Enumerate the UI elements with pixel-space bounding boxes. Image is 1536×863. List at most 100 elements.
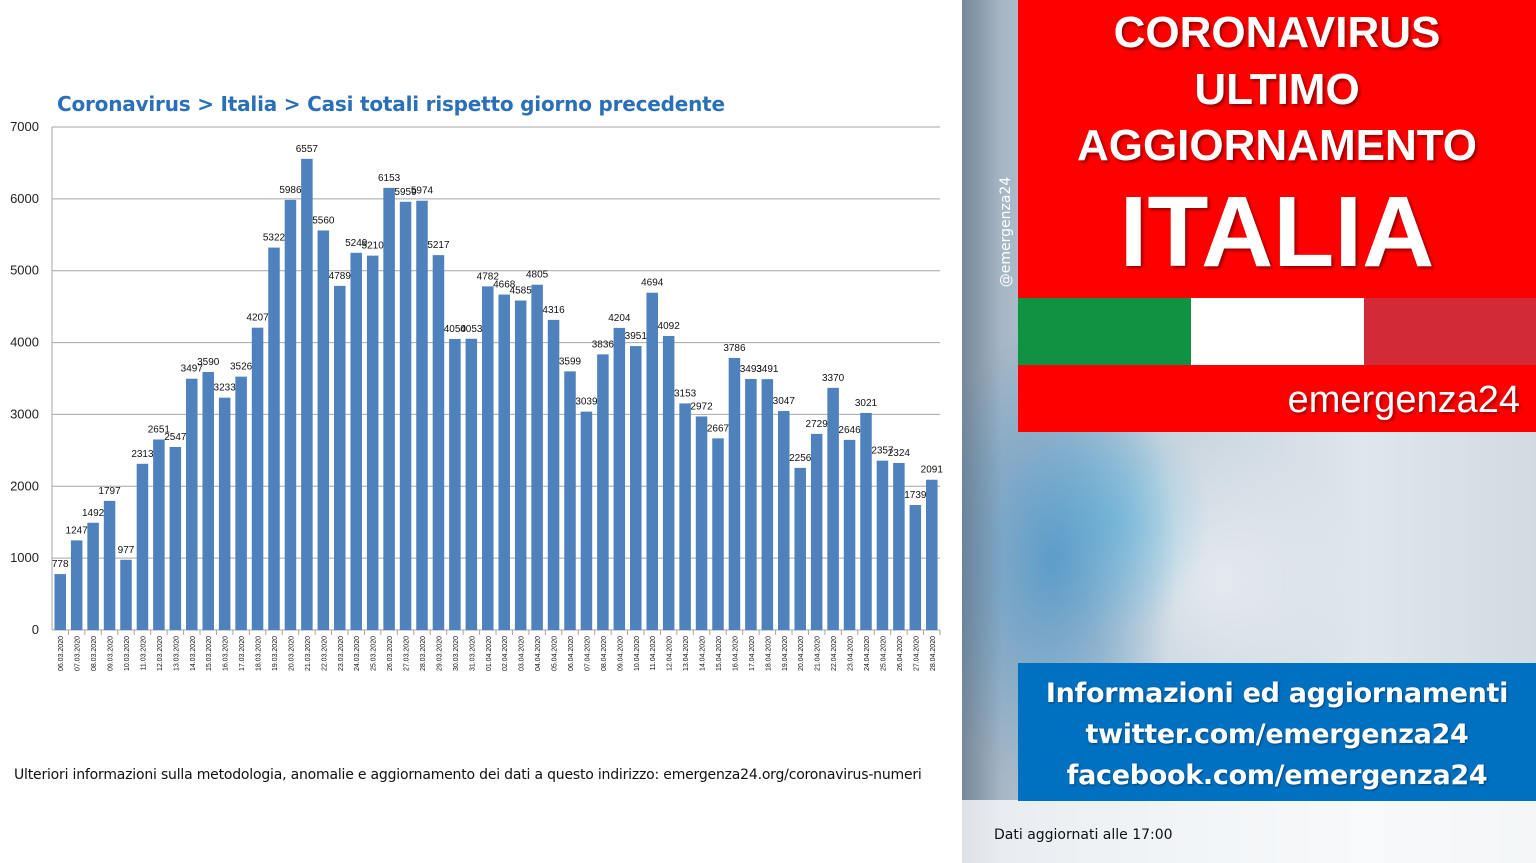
bar — [153, 439, 165, 630]
x-tick-label: 13.03.2020 — [173, 636, 180, 671]
x-tick-label: 18.03.2020 — [256, 636, 263, 671]
headline-line-2: ULTIMO — [1194, 65, 1360, 114]
x-tick-label: 15.03.2020 — [206, 636, 213, 671]
data-label: 3493 — [740, 364, 763, 375]
x-tick-label: 19.03.2020 — [272, 636, 279, 671]
x-tick-label: 17.03.2020 — [239, 636, 246, 671]
bar — [120, 559, 132, 630]
bar — [926, 479, 938, 630]
x-tick-label: 09.03.2020 — [108, 636, 115, 671]
bar — [893, 463, 905, 630]
data-label: 3836 — [592, 339, 615, 350]
x-tick-label: 18.04.2020 — [765, 636, 772, 671]
data-label: 4782 — [477, 271, 500, 282]
data-label: 2256 — [789, 453, 812, 464]
x-tick-label: 02.04.2020 — [502, 636, 509, 671]
data-label: 2357 — [871, 446, 894, 457]
data-label: 3047 — [773, 396, 796, 407]
info-box: Informazioni ed aggiornamenti twitter.co… — [1018, 663, 1536, 801]
bar — [317, 230, 330, 630]
facebook-link[interactable]: facebook.com/emergenza24 — [1066, 760, 1488, 791]
data-label: 2547 — [164, 432, 187, 443]
x-tick-label: 08.04.2020 — [601, 636, 608, 671]
data-label: 5217 — [427, 240, 450, 251]
bar — [761, 379, 774, 630]
x-tick-label: 27.04.2020 — [913, 636, 920, 671]
data-label: 2324 — [888, 448, 911, 459]
bar — [514, 300, 527, 630]
data-label: 2646 — [838, 425, 861, 436]
x-tick-label: 24.04.2020 — [864, 636, 871, 671]
bar — [498, 294, 510, 630]
data-label: 4316 — [542, 305, 565, 316]
panel-bottom — [962, 800, 1536, 863]
twitter-link[interactable]: twitter.com/emergenza24 — [1085, 719, 1469, 750]
bar — [186, 378, 198, 630]
bar — [843, 439, 856, 630]
italian-flag — [1018, 298, 1536, 365]
bar — [449, 338, 461, 630]
data-label: 2313 — [131, 449, 154, 460]
bar — [827, 387, 839, 630]
x-tick-label: 21.04.2020 — [815, 636, 822, 671]
x-tick-label: 16.03.2020 — [223, 636, 230, 671]
x-tick-label: 12.03.2020 — [157, 636, 164, 671]
info-heading: Informazioni ed aggiornamenti — [1045, 678, 1509, 709]
data-label: 977 — [118, 545, 135, 556]
data-label: 4050 — [444, 324, 467, 335]
update-time: Dati aggiornati alle 17:00 — [994, 827, 1173, 843]
x-tick-label: 07.03.2020 — [75, 636, 82, 671]
bar-chart: 0 1000 2000 3000 4000 5000 6000 7000 778 06.03.20… — [10, 119, 943, 671]
x-tick-label: 31.03.2020 — [469, 636, 476, 671]
headline-banner: CORONAVIRUS ULTIMO AGGIORNAMENTO ITALIA — [1018, 0, 1536, 298]
bar — [531, 284, 543, 630]
bar — [679, 403, 691, 630]
x-tick-label: 13.04.2020 — [683, 636, 690, 671]
bar — [432, 255, 445, 631]
bar — [416, 200, 428, 630]
x-tick-label: 12.04.2020 — [667, 636, 674, 671]
data-label: 5560 — [312, 215, 335, 226]
data-label: 5322 — [263, 233, 286, 244]
data-label: 3153 — [674, 388, 697, 399]
data-label: 3021 — [855, 398, 878, 409]
x-tick-label: 20.03.2020 — [288, 636, 295, 671]
bar — [564, 371, 576, 630]
data-label: 4585 — [510, 286, 533, 297]
x-tick-label: 23.03.2020 — [338, 636, 345, 671]
y-tick-label: 7000 — [10, 119, 39, 134]
bar — [876, 460, 889, 630]
bar — [778, 411, 790, 630]
data-label: 3039 — [575, 397, 598, 408]
bar — [613, 327, 626, 630]
data-label: 3590 — [197, 357, 220, 368]
x-tick-label: 10.03.2020 — [124, 636, 131, 671]
data-label: 3951 — [625, 331, 648, 342]
bar — [728, 357, 741, 630]
bar — [482, 286, 494, 630]
x-tick-label: 17.04.2020 — [749, 636, 756, 671]
y-tick-label: 6000 — [10, 191, 39, 206]
data-label: 4668 — [493, 280, 516, 291]
x-tick-label: 28.04.2020 — [930, 636, 937, 671]
x-tick-label: 14.03.2020 — [190, 636, 197, 671]
x-tick-label: 14.04.2020 — [700, 636, 707, 671]
data-label: 4204 — [608, 313, 631, 324]
methodology-footnote: Ulteriori informazioni sulla metodologia… — [14, 767, 922, 783]
bar — [745, 379, 757, 630]
social-handle: @emergenza24 — [998, 176, 1014, 288]
data-label: 4789 — [329, 271, 352, 282]
headline-country: ITALIA — [1119, 176, 1435, 288]
bar — [383, 187, 395, 630]
bar — [399, 201, 412, 630]
x-tick-label: 06.04.2020 — [568, 636, 575, 671]
flag-white-stripe — [1191, 298, 1364, 365]
data-label: 778 — [52, 559, 69, 570]
bar — [70, 540, 83, 630]
x-tick-label: 26.03.2020 — [387, 636, 394, 671]
data-label: 4053 — [460, 324, 483, 335]
headline-line-3: AGGIORNAMENTO — [1076, 121, 1478, 170]
x-tick-label: 06.03.2020 — [58, 636, 65, 671]
brand-bar: emergenza24 — [1018, 365, 1536, 432]
y-tick-label: 4000 — [10, 335, 39, 350]
